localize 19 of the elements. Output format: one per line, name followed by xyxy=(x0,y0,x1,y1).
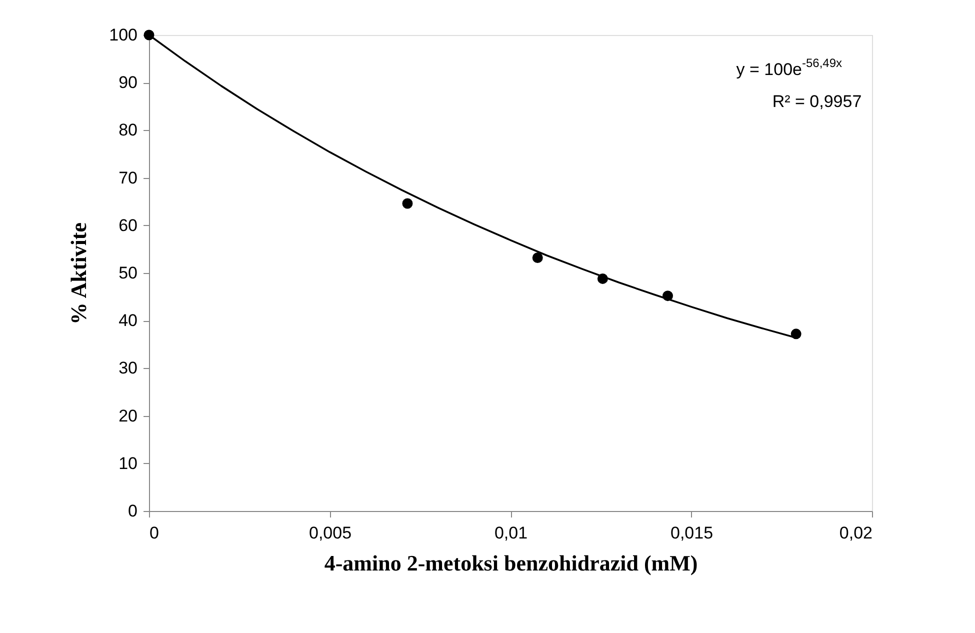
y-tick-label: 100 xyxy=(109,26,138,44)
x-tick-label: 0 xyxy=(150,524,159,542)
x-tick-label: 0,02 xyxy=(839,524,872,542)
y-tick-label: 50 xyxy=(118,264,138,282)
x-axis-title: 4-amino 2-metoksi benzohidrazid (mM) xyxy=(324,550,698,576)
y-tick-label: 10 xyxy=(118,454,138,473)
x-tick-label: 0,01 xyxy=(494,524,528,542)
annotation: R² = 0,9957 xyxy=(772,92,862,111)
y-tick-label: 20 xyxy=(118,406,138,426)
x-tick-label: 0,005 xyxy=(308,524,352,542)
y-tick-label: 90 xyxy=(118,73,138,92)
y-tick-label: 80 xyxy=(118,120,138,140)
y-tick-label: 30 xyxy=(118,358,138,378)
y-axis-title: % Aktivite xyxy=(66,222,92,325)
y-tick-label: 60 xyxy=(118,216,138,235)
y-tick-label: 0 xyxy=(128,502,138,520)
x-tick-label: 0,015 xyxy=(670,524,714,542)
y-tick-label: 40 xyxy=(118,311,138,330)
y-tick-label: 70 xyxy=(118,168,138,188)
